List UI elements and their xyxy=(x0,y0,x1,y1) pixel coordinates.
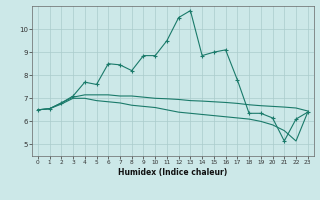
X-axis label: Humidex (Indice chaleur): Humidex (Indice chaleur) xyxy=(118,168,228,177)
